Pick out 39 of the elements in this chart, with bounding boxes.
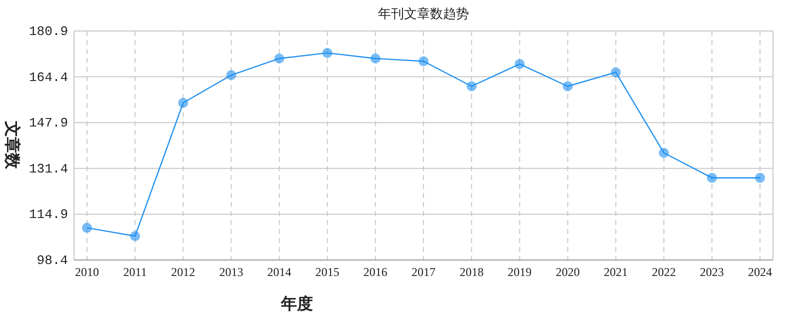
- point: [274, 53, 284, 64]
- chart-title: 年刊文章数趋势: [378, 6, 469, 21]
- x-tick-label: 2012: [171, 265, 196, 279]
- point: [514, 59, 525, 70]
- x-tick-label: 2019: [508, 265, 532, 279]
- point: [466, 81, 477, 92]
- point: [658, 148, 669, 158]
- x-tick-label: 2020: [556, 265, 580, 279]
- x-tick-label: 2010: [75, 265, 99, 279]
- x-tick-label: 2023: [700, 265, 724, 279]
- x-tick-label: 2016: [363, 265, 388, 279]
- point: [755, 172, 765, 183]
- y-tick-label: 147.9: [28, 116, 68, 131]
- point: [418, 56, 428, 66]
- y-tick-label: 114.9: [28, 207, 68, 222]
- x-tick-label: 2024: [748, 265, 772, 279]
- y-tick-label: 180.9: [28, 24, 68, 39]
- point: [610, 67, 621, 78]
- y-axis-title: 文章数: [3, 120, 21, 170]
- point: [322, 48, 332, 58]
- point: [178, 98, 188, 108]
- x-tick-label: 2017: [412, 265, 436, 279]
- y-tick-label: 98.4: [36, 253, 68, 268]
- point: [562, 81, 573, 92]
- x-tick-label: 2013: [219, 265, 244, 279]
- y-tick-label: 131.4: [28, 161, 68, 176]
- x-tick-label: 2021: [604, 265, 628, 279]
- x-tick-label: 2015: [315, 265, 340, 279]
- x-tick-label: 2014: [267, 265, 292, 279]
- point: [226, 70, 236, 80]
- point: [130, 231, 140, 242]
- y-tick-label: 164.4: [28, 70, 68, 85]
- point: [706, 172, 717, 183]
- point: [370, 53, 380, 64]
- x-tick-label: 2011: [123, 265, 147, 279]
- point: [82, 222, 92, 233]
- x-axis-title: 年度: [280, 294, 313, 313]
- x-tick-label: 2022: [652, 265, 676, 279]
- x-tick-label: 2018: [460, 265, 484, 279]
